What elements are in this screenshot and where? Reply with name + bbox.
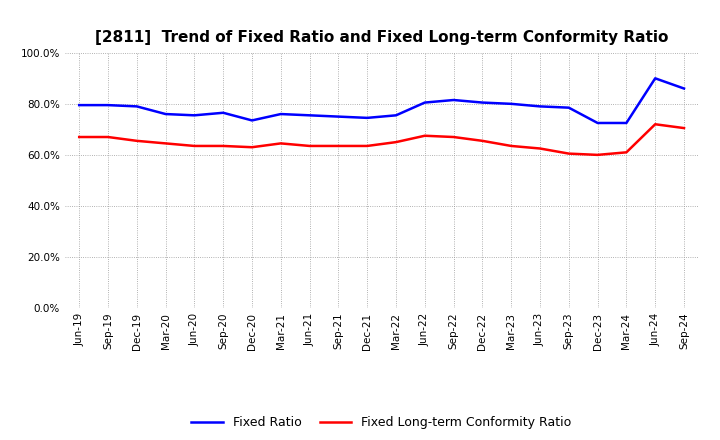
Fixed Long-term Conformity Ratio [564,151,573,156]
Fixed Long-term Conformity Ratio [593,152,602,158]
Fixed Ratio [449,97,458,103]
Fixed Ratio [564,105,573,110]
Fixed Ratio [593,120,602,126]
Fixed Ratio [334,114,343,119]
Fixed Long-term Conformity Ratio [507,143,516,149]
Fixed Ratio [305,113,314,118]
Line: Fixed Ratio: Fixed Ratio [79,78,684,123]
Fixed Ratio [363,115,372,121]
Fixed Ratio [219,110,228,115]
Fixed Long-term Conformity Ratio [536,146,544,151]
Fixed Long-term Conformity Ratio [478,138,487,143]
Line: Fixed Long-term Conformity Ratio: Fixed Long-term Conformity Ratio [79,124,684,155]
Fixed Long-term Conformity Ratio [420,133,429,139]
Title: [2811]  Trend of Fixed Ratio and Fixed Long-term Conformity Ratio: [2811] Trend of Fixed Ratio and Fixed Lo… [95,29,668,45]
Fixed Long-term Conformity Ratio [104,134,112,139]
Fixed Long-term Conformity Ratio [449,134,458,139]
Fixed Ratio [75,103,84,108]
Fixed Ratio [680,86,688,91]
Fixed Long-term Conformity Ratio [248,145,256,150]
Fixed Ratio [420,100,429,105]
Fixed Ratio [536,104,544,109]
Fixed Ratio [478,100,487,105]
Fixed Long-term Conformity Ratio [622,150,631,155]
Fixed Long-term Conformity Ratio [680,125,688,131]
Fixed Ratio [651,76,660,81]
Fixed Ratio [248,118,256,123]
Fixed Long-term Conformity Ratio [651,121,660,127]
Fixed Ratio [190,113,199,118]
Fixed Ratio [622,120,631,126]
Fixed Ratio [276,111,285,117]
Fixed Long-term Conformity Ratio [392,139,400,145]
Fixed Ratio [507,101,516,106]
Fixed Long-term Conformity Ratio [190,143,199,149]
Fixed Long-term Conformity Ratio [363,143,372,149]
Fixed Long-term Conformity Ratio [334,143,343,149]
Fixed Ratio [161,111,170,117]
Legend: Fixed Ratio, Fixed Long-term Conformity Ratio: Fixed Ratio, Fixed Long-term Conformity … [186,411,577,434]
Fixed Long-term Conformity Ratio [305,143,314,149]
Fixed Ratio [392,113,400,118]
Fixed Ratio [132,104,141,109]
Fixed Long-term Conformity Ratio [219,143,228,149]
Fixed Long-term Conformity Ratio [75,134,84,139]
Fixed Long-term Conformity Ratio [276,141,285,146]
Fixed Long-term Conformity Ratio [132,138,141,143]
Fixed Long-term Conformity Ratio [161,141,170,146]
Fixed Ratio [104,103,112,108]
